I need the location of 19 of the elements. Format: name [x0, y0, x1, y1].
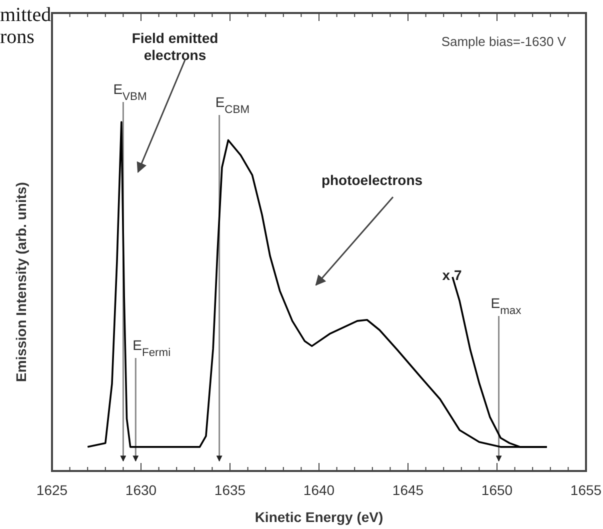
x-tick-label: 1645 [392, 482, 424, 498]
ref-line-label: E$_{max}$ [490, 295, 522, 317]
x-tick-label: 1655 [570, 482, 602, 498]
x-tick-label: 1635 [214, 482, 246, 498]
x-tick-label: 1625 [36, 482, 68, 498]
text: Sample bias=-1630 V [441, 34, 566, 49]
ref-line-label: E$_{Fermi}$ [132, 337, 171, 359]
x-tick-label: 1630 [125, 482, 157, 498]
x-axis-title: Kinetic Energy (eV) [254, 509, 384, 525]
annotation: photoelectrons [321, 172, 423, 188]
y-axis-title: Emission Intensity (arb. units) [13, 182, 29, 382]
ref-line-label: E$_{VBM}$ [113, 81, 147, 103]
text: Field emitted electrons [132, 30, 218, 63]
ref-line-label: E$_{CBM}$ [215, 94, 250, 116]
x-tick-label: 1640 [303, 482, 335, 498]
annotation: x 7 [442, 267, 462, 283]
x-tick-label: 1650 [481, 482, 513, 498]
text: rons [0, 26, 35, 48]
text: mitted [0, 4, 52, 26]
